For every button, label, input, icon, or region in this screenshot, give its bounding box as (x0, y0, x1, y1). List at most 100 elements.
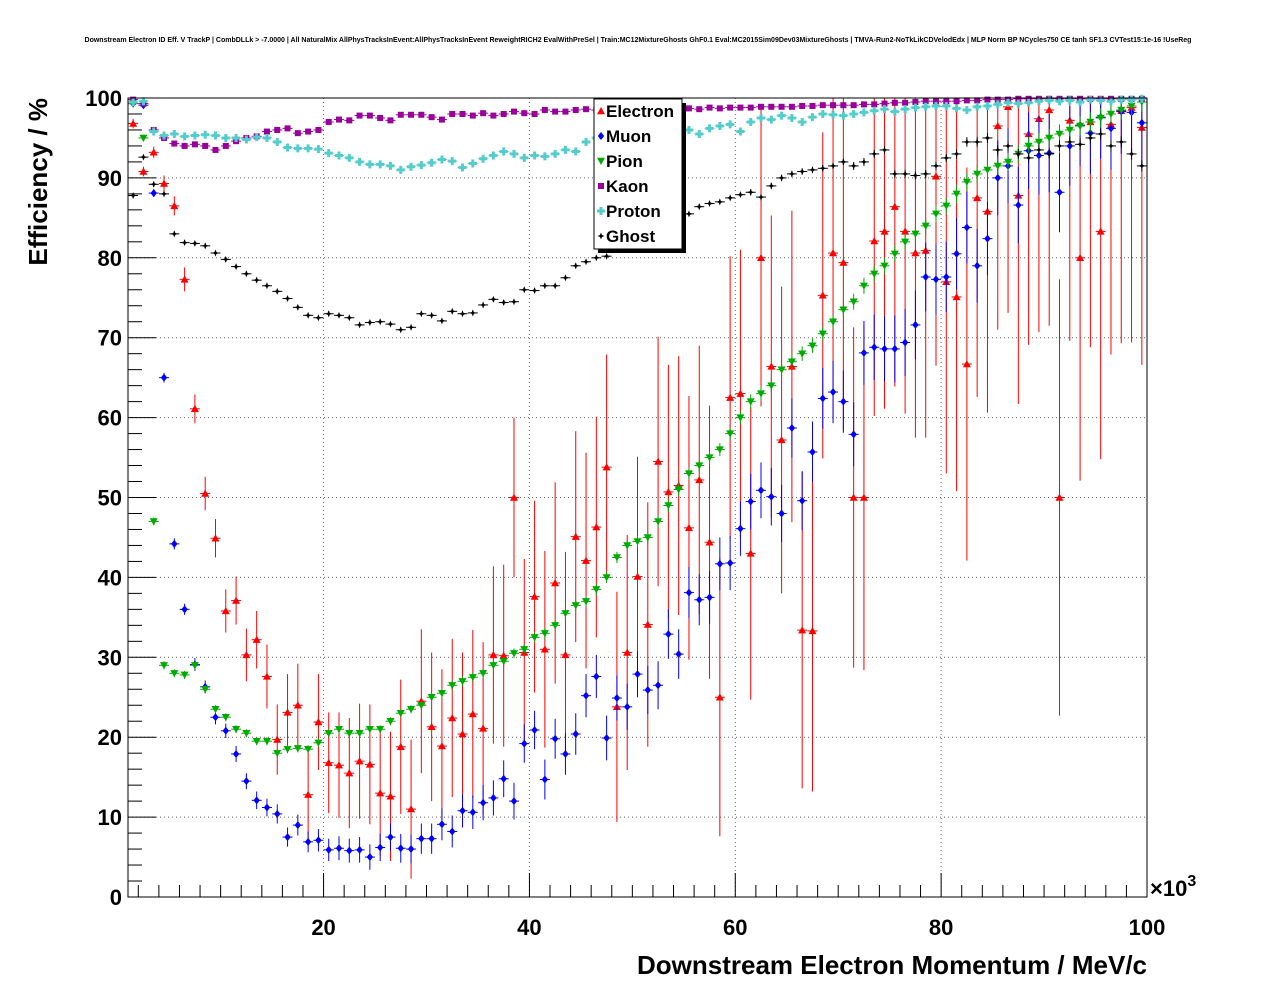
point-pion (489, 662, 498, 670)
point-muon (346, 846, 353, 855)
point-proton (849, 109, 858, 118)
point-muon (654, 681, 662, 690)
axes: 0 10 20 30 40 50 60 70 80 90 100 20 40 60 80 100 (85, 86, 1165, 940)
data-points (128, 94, 1147, 879)
point-ghost (839, 158, 847, 166)
point-electron (211, 534, 220, 542)
point-electron (890, 202, 899, 210)
point-proton (767, 115, 776, 124)
point-pion (839, 306, 848, 314)
point-electron (664, 487, 673, 496)
point-ghost (860, 158, 868, 166)
point-muon (407, 845, 415, 854)
point-proton (242, 135, 251, 144)
point-proton (417, 161, 426, 170)
point-pion (386, 718, 395, 726)
point-electron (479, 724, 488, 732)
point-pion (911, 230, 920, 238)
point-electron (355, 757, 364, 765)
point-muon (562, 749, 569, 758)
point-ghost (160, 190, 168, 198)
legend-label-muon: Muon (606, 127, 651, 146)
point-pion (571, 602, 580, 610)
point-ghost (407, 323, 415, 331)
point-ghost (850, 162, 858, 170)
point-electron (736, 389, 745, 397)
point-kaon (438, 116, 445, 123)
point-electron (489, 650, 498, 659)
point-pion (705, 454, 714, 462)
point-ghost (778, 174, 786, 182)
point-muon (181, 605, 188, 614)
point-electron (1076, 253, 1085, 261)
point-pion (880, 262, 889, 270)
y-axis-title: Efficiency / % (23, 98, 53, 266)
point-electron (829, 249, 838, 257)
point-kaon (562, 108, 569, 115)
point-proton (942, 101, 951, 110)
point-ghost (386, 320, 394, 328)
legend-marker-kaon (598, 183, 604, 189)
point-pion (335, 726, 344, 734)
point-proton (407, 162, 416, 171)
point-ghost (263, 282, 271, 290)
point-pion (201, 686, 210, 694)
point-muon (706, 593, 713, 602)
point-kaon (531, 110, 538, 117)
point-muon (943, 272, 950, 281)
point-electron (870, 237, 879, 245)
point-electron (818, 291, 827, 299)
point-kaon (685, 105, 692, 112)
point-muon (325, 845, 332, 854)
point-kaon (830, 102, 837, 109)
point-pion (757, 390, 766, 398)
y-tick-label: 70 (98, 326, 122, 351)
point-pion (293, 745, 302, 753)
point-electron (859, 493, 868, 501)
point-muon (366, 853, 374, 862)
point-ghost (1107, 142, 1115, 150)
legend-box (593, 98, 683, 250)
point-ghost (273, 287, 281, 295)
point-proton (509, 149, 518, 158)
point-electron (901, 227, 910, 235)
point-electron (324, 758, 333, 766)
point-proton (808, 113, 817, 122)
point-electron (962, 360, 971, 368)
point-muon (613, 694, 621, 703)
point-muon (726, 559, 734, 568)
point-muon (232, 749, 240, 758)
point-muon (222, 726, 229, 735)
point-pion (1106, 110, 1115, 118)
point-electron (221, 606, 230, 615)
point-electron (509, 493, 518, 501)
point-ghost (1004, 142, 1012, 150)
point-proton (262, 133, 271, 142)
point-muon (171, 539, 178, 548)
point-electron (376, 789, 385, 797)
point-muon (315, 836, 322, 845)
point-electron (273, 735, 282, 743)
point-muon (881, 344, 888, 353)
point-pion (798, 350, 807, 358)
point-muon (150, 189, 157, 198)
y-tick-label: 10 (98, 805, 122, 830)
point-kaon (274, 126, 281, 133)
point-proton (345, 153, 354, 162)
point-proton (870, 106, 879, 115)
point-pion (643, 534, 652, 542)
x-tick-label: 20 (311, 915, 335, 940)
point-pion (746, 398, 755, 406)
point-pion (1024, 142, 1033, 150)
point-kaon (202, 142, 209, 149)
point-muon (304, 837, 312, 846)
point-electron (170, 201, 179, 210)
point-proton (962, 105, 971, 114)
point-proton (684, 125, 693, 134)
y-tick-label: 40 (98, 565, 122, 590)
point-pion (973, 170, 982, 178)
point-muon (757, 486, 765, 495)
point-pion (252, 737, 261, 746)
point-electron (232, 596, 241, 604)
x-axis-exponent-base: ×10 (1150, 876, 1187, 901)
